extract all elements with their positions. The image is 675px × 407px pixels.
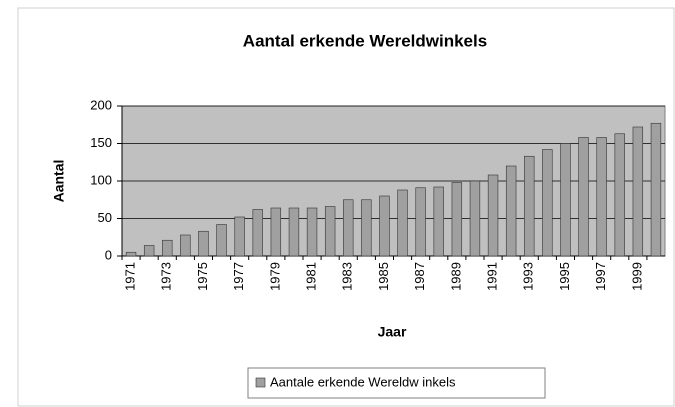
bar <box>162 239 173 257</box>
bar <box>125 251 137 257</box>
bar <box>524 155 535 257</box>
bar <box>632 126 644 257</box>
bar <box>379 195 390 257</box>
bar <box>234 216 245 257</box>
x-tick-label: 1983 <box>340 262 355 291</box>
bar <box>143 245 155 257</box>
bar <box>650 122 662 257</box>
bar <box>324 206 336 257</box>
y-tick-label: 100 <box>90 172 112 187</box>
x-tick-label: 1977 <box>231 262 246 291</box>
y-axis-label: Aantal <box>51 160 67 203</box>
y-tick-label: 0 <box>105 247 112 262</box>
x-tick-label: 1973 <box>159 262 174 291</box>
bar <box>361 199 372 257</box>
bar <box>505 165 517 257</box>
legend <box>247 367 546 399</box>
bar <box>487 174 499 257</box>
bar <box>542 149 553 257</box>
bar <box>433 186 444 257</box>
x-tick-label: 1993 <box>521 262 536 291</box>
x-tick-label: 1975 <box>195 262 210 291</box>
bar <box>306 207 318 257</box>
bar <box>469 180 481 257</box>
bar <box>451 182 463 257</box>
x-tick-label: 1979 <box>267 262 282 291</box>
x-tick-label: 1989 <box>448 262 463 291</box>
x-axis-label: Jaar <box>378 324 407 340</box>
bar <box>397 189 408 257</box>
bar <box>180 234 191 257</box>
x-tick-label: 1991 <box>484 262 499 291</box>
x-tick-label: 1971 <box>122 262 137 291</box>
x-tick-label: 1995 <box>557 262 572 291</box>
bar <box>578 137 589 257</box>
x-tick-label: 1981 <box>303 262 318 291</box>
y-tick-label: 150 <box>90 135 112 150</box>
x-tick-label: 1999 <box>629 262 644 291</box>
bar <box>343 199 354 257</box>
x-tick-label: 1987 <box>412 262 427 291</box>
chart-title: Aantal erkende Wereldwinkels <box>243 31 487 50</box>
bar <box>216 224 227 257</box>
y-tick-label: 200 <box>90 97 112 112</box>
bar <box>198 230 209 257</box>
x-tick-label: 1985 <box>376 262 391 291</box>
y-tick-label: 50 <box>98 210 112 225</box>
bar <box>288 207 300 257</box>
bar <box>614 133 625 257</box>
bar <box>270 207 282 257</box>
x-tick-label: 1997 <box>593 262 608 291</box>
bar <box>415 187 426 257</box>
legend-swatch <box>255 377 266 388</box>
bar <box>252 209 263 257</box>
bar <box>560 143 571 257</box>
legend-label: Aantale erkende Wereldw inkels <box>270 374 456 389</box>
bar <box>596 137 607 257</box>
